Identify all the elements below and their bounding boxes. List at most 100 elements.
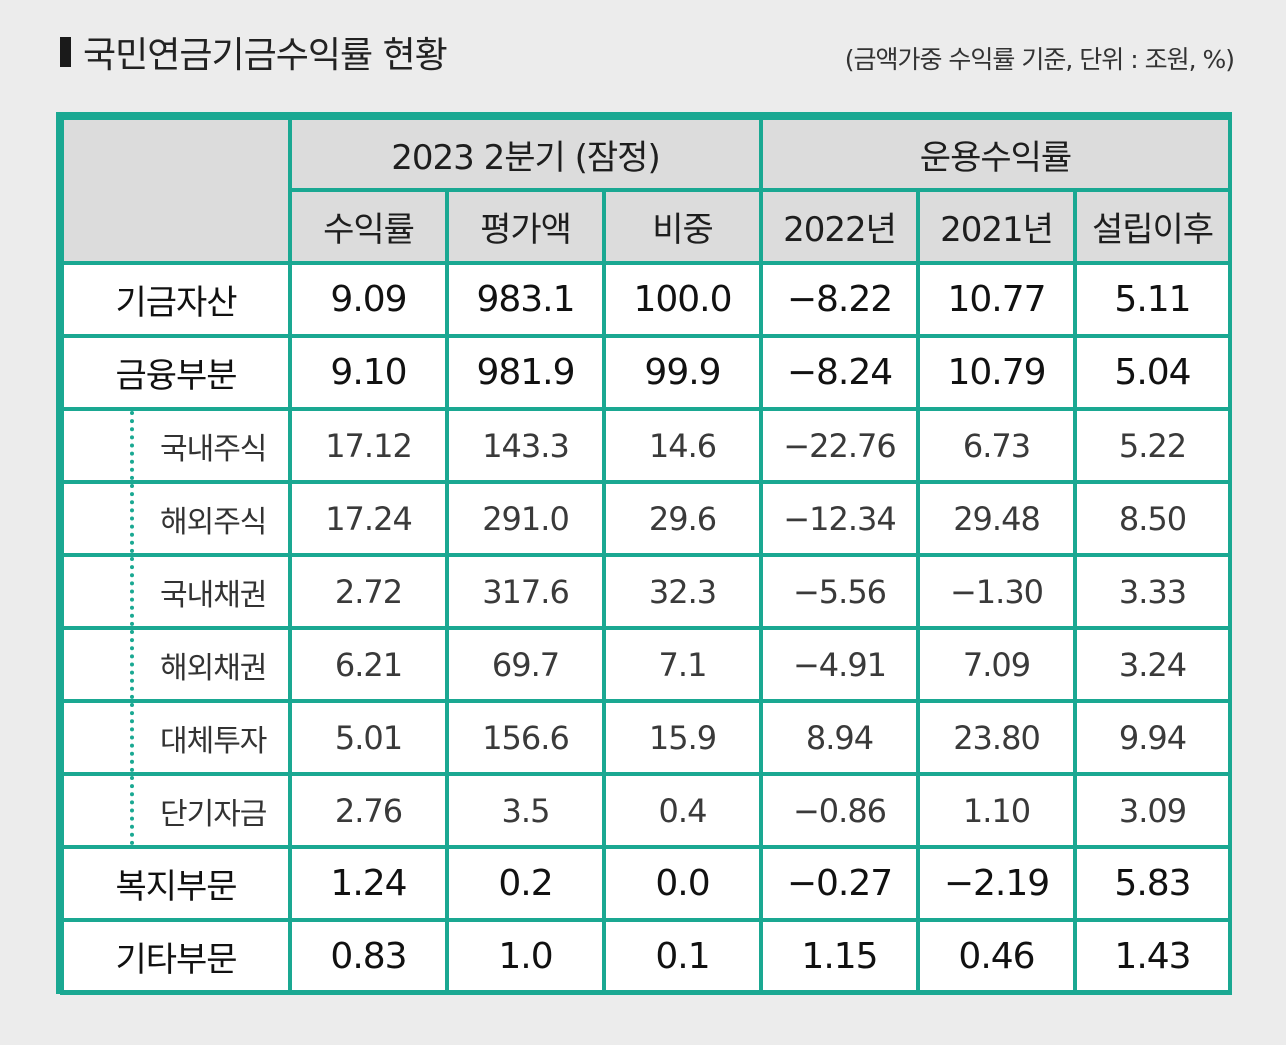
cell: 17.24 [288, 480, 449, 557]
cell: −12.34 [759, 480, 920, 557]
cell: 1.10 [916, 772, 1077, 849]
header-corner [60, 116, 292, 265]
cell: −0.27 [759, 845, 920, 922]
cell: 981.9 [445, 334, 606, 411]
row-label-text: 해외채권 [160, 650, 267, 686]
cell: 5.83 [1072, 845, 1233, 922]
cell: 1.24 [288, 845, 449, 922]
header-group-quarter: 2023 2분기 (잠정) [288, 116, 763, 192]
cell: 29.6 [602, 480, 763, 557]
cell: 0.2 [445, 845, 606, 922]
header-col-value: 평가액 [445, 188, 606, 265]
row-label-sub: 단기자금 [60, 774, 292, 849]
cell: 0.83 [288, 918, 449, 995]
cell: 9.94 [1072, 699, 1233, 776]
table-row-fund-assets: 기금자산 9.09 983.1 100.0 −8.22 10.77 5.11 [60, 261, 1233, 338]
row-label-text: 해외주식 [160, 504, 267, 540]
cell: 29.48 [916, 480, 1077, 557]
page-title-text: 국민연금기금수익률 현황 [83, 35, 448, 76]
cell: 9.10 [288, 334, 449, 411]
row-label: 기타부문 [60, 918, 292, 995]
header-col-weight: 비중 [602, 188, 763, 265]
row-label-text: 대체투자 [160, 723, 267, 759]
cell: 3.09 [1072, 772, 1233, 849]
table-row-welfare: 복지부문 1.24 0.2 0.0 −0.27 −2.19 5.83 [60, 845, 1233, 922]
cell: 156.6 [445, 699, 606, 776]
cell: 3.33 [1072, 553, 1233, 630]
cell: 7.09 [916, 626, 1077, 703]
cell: 9.09 [288, 261, 449, 338]
cell: −0.86 [759, 772, 920, 849]
cell: 15.9 [602, 699, 763, 776]
row-label: 기금자산 [60, 261, 292, 338]
header-group-returns: 운용수익률 [758, 116, 1233, 192]
row-label: 금융부분 [60, 334, 292, 411]
cell: 1.0 [445, 918, 606, 995]
cell: 3.5 [445, 772, 606, 849]
cell: −5.56 [759, 553, 920, 630]
cell: 143.3 [445, 407, 606, 484]
cell: 7.1 [602, 626, 763, 703]
cell: 5.22 [1072, 407, 1233, 484]
cell: 69.7 [445, 626, 606, 703]
row-label-text: 국내주식 [160, 431, 267, 467]
table-row-other: 기타부문 0.83 1.0 0.1 1.15 0.46 1.43 [60, 918, 1233, 995]
table-row-financial: 금융부분 9.10 981.9 99.9 −8.24 10.79 5.04 [60, 334, 1233, 411]
cell: 10.77 [916, 261, 1077, 338]
header-row-columns: 수익률 평가액 비중 2022년 2021년 설립이후 [62, 188, 1233, 265]
cell: 100.0 [602, 261, 763, 338]
row-label-sub: 해외주식 [60, 482, 292, 557]
header-col-return: 수익률 [288, 188, 449, 265]
tree-connector [130, 411, 134, 480]
cell: 5.11 [1072, 261, 1233, 338]
row-label-text: 단기자금 [160, 796, 267, 832]
cell: 14.6 [602, 407, 763, 484]
cell: −2.19 [916, 845, 1077, 922]
cell: 5.01 [288, 699, 449, 776]
cell: 3.24 [1072, 626, 1233, 703]
cell: −8.22 [759, 261, 920, 338]
cell: −4.91 [759, 626, 920, 703]
cell: 0.1 [602, 918, 763, 995]
header-col-2021: 2021년 [916, 188, 1077, 265]
cell: 2.76 [288, 772, 449, 849]
tree-connector [130, 557, 134, 626]
cell: 10.79 [916, 334, 1077, 411]
cell: 32.3 [602, 553, 763, 630]
returns-table: 2023 2분기 (잠정) 운용수익률 수익률 평가액 비중 2022년 202… [56, 112, 1233, 995]
cell: 1.15 [759, 918, 920, 995]
row-label: 복지부문 [60, 845, 292, 922]
cell: −8.24 [759, 334, 920, 411]
cell: 8.50 [1072, 480, 1233, 557]
row-label-text: 국내채권 [160, 577, 267, 613]
cell: 5.04 [1072, 334, 1233, 411]
cell: 99.9 [602, 334, 763, 411]
tree-connector [130, 703, 134, 772]
cell: 6.21 [288, 626, 449, 703]
table-row-alternatives: 대체투자 5.01 156.6 15.9 8.94 23.80 9.94 [60, 699, 1233, 776]
title-marker [60, 37, 71, 67]
table-row-domestic-bonds: 국내채권 2.72 317.6 32.3 −5.56 −1.30 3.33 [60, 553, 1233, 630]
cell: 1.43 [1072, 918, 1233, 995]
cell: 317.6 [445, 553, 606, 630]
row-label-sub: 대체투자 [60, 701, 292, 776]
header-col-2022: 2022년 [759, 188, 920, 265]
cell: 8.94 [759, 699, 920, 776]
cell: 6.73 [916, 407, 1077, 484]
unit-note: (금액가중 수익률 기준, 단위 : 조원, %) [844, 45, 1235, 74]
cell: 0.46 [916, 918, 1077, 995]
cell: −1.30 [916, 553, 1077, 630]
cell: 291.0 [445, 480, 606, 557]
row-label-sub: 국내채권 [60, 555, 292, 630]
header-row-group: 2023 2분기 (잠정) 운용수익률 [60, 116, 1233, 265]
table-row-short-term: 단기자금 2.76 3.5 0.4 −0.86 1.10 3.09 [60, 772, 1233, 849]
row-label-sub: 해외채권 [60, 628, 292, 703]
cell: 2.72 [288, 553, 449, 630]
cell: 0.0 [602, 845, 763, 922]
tree-connector [130, 630, 134, 699]
cell: 983.1 [445, 261, 606, 338]
cell: 0.4 [602, 772, 763, 849]
tree-connector [130, 776, 134, 845]
cell: −22.76 [759, 407, 920, 484]
